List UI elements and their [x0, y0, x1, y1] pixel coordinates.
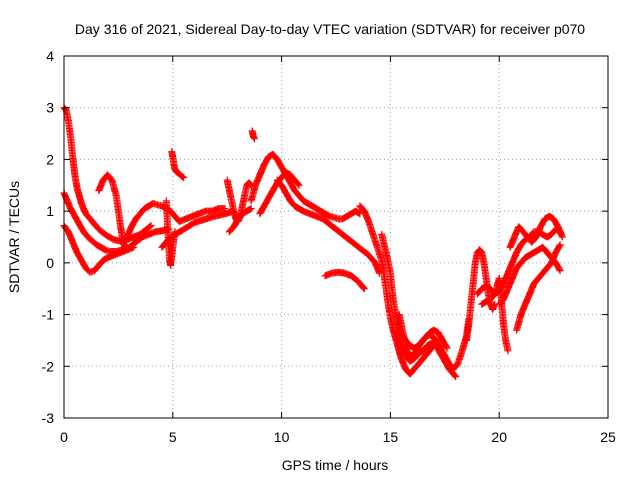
x-tick-label: 5 — [169, 429, 177, 445]
x-tick-label: 20 — [491, 429, 507, 445]
y-tick-label: 3 — [46, 100, 54, 116]
y-tick-label: -2 — [42, 358, 55, 374]
y-tick-label: 2 — [46, 151, 54, 167]
series-markers — [356, 202, 438, 378]
grid-lines — [64, 56, 608, 418]
y-tick-label: 1 — [46, 203, 54, 219]
series-markers — [225, 205, 255, 236]
series-markers — [513, 241, 564, 334]
series-track-s — [395, 311, 451, 360]
x-tick-label: 25 — [600, 429, 616, 445]
y-axis-label: SDTVAR / TECUs — [6, 181, 22, 293]
y-tick-label: -3 — [42, 410, 55, 426]
series-track-p — [356, 202, 438, 378]
series-markers — [168, 148, 188, 181]
y-tick-label: -1 — [42, 307, 55, 323]
series-markers — [247, 150, 364, 223]
x-tick-label: 15 — [383, 429, 399, 445]
series-track-x — [506, 212, 566, 251]
y-tick-label: 0 — [46, 255, 54, 271]
series-markers — [95, 171, 129, 251]
series-markers — [506, 212, 566, 251]
series-track-d — [95, 171, 129, 251]
axes: 0 5 10 15 20 25 -3 -2 -1 0 1 2 3 4 — [42, 48, 616, 445]
series-track-k — [248, 127, 258, 143]
x-tick-label: 10 — [274, 429, 290, 445]
series-track-h — [162, 197, 179, 269]
y-tick-label: 4 — [46, 48, 54, 64]
series-track-o — [321, 268, 368, 293]
series-markers — [321, 268, 368, 293]
series-markers — [162, 197, 179, 269]
series-track-y — [513, 241, 564, 334]
series-track-n — [273, 176, 383, 277]
x-tick-label: 0 — [60, 429, 68, 445]
x-axis-label: GPS time / hours — [282, 457, 389, 473]
series-track-l — [247, 150, 364, 223]
chart-title: Day 316 of 2021, Sidereal Day-to-day VTE… — [75, 21, 585, 37]
series-track-g — [168, 148, 188, 181]
series-track-j — [225, 205, 255, 236]
plot-frame — [63, 55, 609, 419]
series-markers — [248, 127, 258, 143]
data-series — [60, 104, 566, 381]
series-markers — [395, 311, 451, 360]
series-markers — [273, 176, 383, 277]
